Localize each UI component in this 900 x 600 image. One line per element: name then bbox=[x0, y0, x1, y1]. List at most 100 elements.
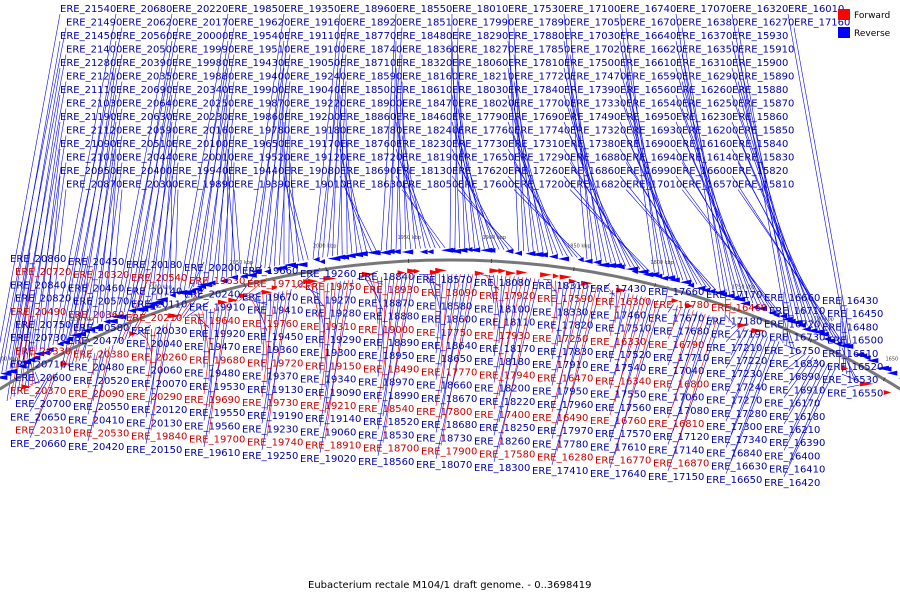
leader-line bbox=[619, 40, 665, 276]
reverse-gene-arrow bbox=[834, 341, 842, 347]
gene-label: ERE_21030 bbox=[66, 99, 122, 110]
leader-line bbox=[382, 275, 395, 390]
leader-line bbox=[551, 280, 553, 307]
gene-label: ERE_19710 bbox=[247, 279, 303, 290]
reverse-gene-arrow bbox=[250, 268, 262, 274]
leader-line bbox=[401, 108, 416, 249]
leader-line bbox=[198, 312, 205, 342]
gene-label: ERE_20660 bbox=[10, 439, 66, 450]
gene-label: ERE_16160 bbox=[676, 139, 732, 150]
gene-label: ERE_19610 bbox=[184, 448, 240, 459]
leader-line bbox=[242, 291, 263, 301]
leader-line bbox=[513, 108, 554, 255]
reverse-gene-arrow bbox=[208, 280, 216, 286]
gene-label: ERE_20000 bbox=[172, 31, 228, 42]
gene-label: ERE_18910 bbox=[305, 441, 361, 452]
gene-label: ERE_20360 bbox=[68, 310, 124, 321]
gene-label: ERE_15870 bbox=[738, 99, 794, 110]
gene-label: ERE_20230 bbox=[172, 112, 228, 123]
gene-label: ERE_20200 bbox=[184, 263, 240, 274]
gene-label: ERE_17690 bbox=[508, 112, 564, 123]
gene-label: ERE_19090 bbox=[305, 388, 361, 399]
gene-label: ERE_20480 bbox=[68, 363, 124, 374]
gene-label: ERE_20730 bbox=[10, 333, 66, 344]
leader-line bbox=[203, 307, 215, 395]
leader-line bbox=[395, 54, 403, 250]
gene-label: ERE_18190 bbox=[402, 153, 458, 164]
leader-line bbox=[86, 348, 94, 358]
leader-line bbox=[150, 323, 168, 431]
leader-line bbox=[842, 308, 848, 373]
gene-label: ERE_18030 bbox=[452, 85, 508, 96]
forward-gene-arrow bbox=[397, 270, 406, 276]
reverse-gene-arrow bbox=[668, 277, 680, 283]
reverse-gene-arrow bbox=[0, 375, 8, 380]
gene-label: ERE_19170 bbox=[284, 139, 340, 150]
gene-label: ERE_16450 bbox=[827, 309, 883, 320]
leader-line bbox=[551, 283, 577, 386]
leader-line bbox=[783, 318, 791, 347]
gene-label: ERE_21010 bbox=[66, 153, 122, 164]
leader-line bbox=[120, 272, 152, 342]
gene-label: ERE_17790 bbox=[452, 112, 508, 123]
gene-label: ERE_16860 bbox=[564, 166, 620, 177]
leader-line bbox=[87, 344, 114, 441]
gene-label: ERE_18130 bbox=[396, 166, 452, 177]
leader-line bbox=[39, 162, 67, 352]
tick-mark bbox=[87, 338, 91, 343]
leader-line bbox=[543, 278, 553, 281]
leader-line bbox=[625, 108, 688, 282]
gene-label: ERE_18490 bbox=[363, 364, 419, 375]
tick-label: 2200 kbp bbox=[0, 356, 18, 362]
gene-label: ERE_18200 bbox=[474, 384, 530, 395]
gene-label: ERE_18640 bbox=[421, 341, 477, 352]
gene-label: ERE_20440 bbox=[122, 153, 178, 164]
leader-line bbox=[737, 81, 808, 326]
leader-line bbox=[846, 360, 858, 381]
reverse-gene-arrow bbox=[616, 264, 625, 270]
gene-label: ERE_19190 bbox=[247, 411, 303, 422]
gene-label: ERE_16990 bbox=[620, 166, 676, 177]
gene-label: ERE_18500 bbox=[340, 85, 396, 96]
gene-label: ERE_20700 bbox=[15, 399, 71, 410]
leader-line bbox=[667, 319, 722, 471]
leader-line bbox=[675, 94, 749, 302]
gene-label: ERE_16720 bbox=[764, 319, 820, 330]
gene-label: ERE_19300 bbox=[300, 348, 356, 359]
gene-label: ERE_19720 bbox=[247, 358, 303, 369]
gene-label: ERE_18690 bbox=[340, 166, 396, 177]
leader-line bbox=[169, 175, 173, 295]
leader-line bbox=[440, 274, 465, 420]
gene-label: ERE_20560 bbox=[116, 31, 172, 42]
gene-label: ERE_20160 bbox=[178, 126, 234, 137]
reverse-gene-arrow bbox=[558, 256, 570, 262]
gene-label: ERE_17270 bbox=[706, 396, 762, 407]
gene-label: ERE_16310 bbox=[676, 58, 732, 69]
leader-line bbox=[787, 13, 848, 345]
gene-label: ERE_20420 bbox=[68, 442, 124, 453]
leader-line bbox=[737, 108, 817, 330]
gene-label: ERE_20210 bbox=[126, 313, 182, 324]
reverse-gene-arrow bbox=[660, 275, 669, 281]
gene-label: ERE_19260 bbox=[300, 269, 356, 280]
leader-line bbox=[182, 288, 205, 318]
leader-line bbox=[395, 121, 421, 249]
gene-label: ERE_20030 bbox=[131, 326, 187, 337]
leader-line bbox=[92, 349, 103, 402]
leader-line bbox=[324, 282, 333, 387]
leader-line bbox=[563, 40, 597, 261]
leader-line bbox=[324, 281, 341, 414]
leader-line bbox=[426, 274, 437, 301]
leader-line bbox=[513, 135, 563, 256]
gene-label: ERE_15900 bbox=[732, 58, 788, 69]
gene-label: ERE_18580 bbox=[416, 301, 472, 312]
reverse-gene-arrow bbox=[768, 310, 776, 316]
reverse-gene-arrow bbox=[373, 250, 381, 256]
leader-line bbox=[731, 148, 830, 337]
leader-line bbox=[493, 275, 498, 330]
leader-line bbox=[145, 330, 149, 365]
gene-label: ERE_20530 bbox=[73, 429, 129, 440]
leader-line bbox=[139, 333, 147, 339]
gene-label: ERE_20620 bbox=[122, 18, 178, 29]
gene-label: ERE_17230 bbox=[706, 369, 762, 380]
